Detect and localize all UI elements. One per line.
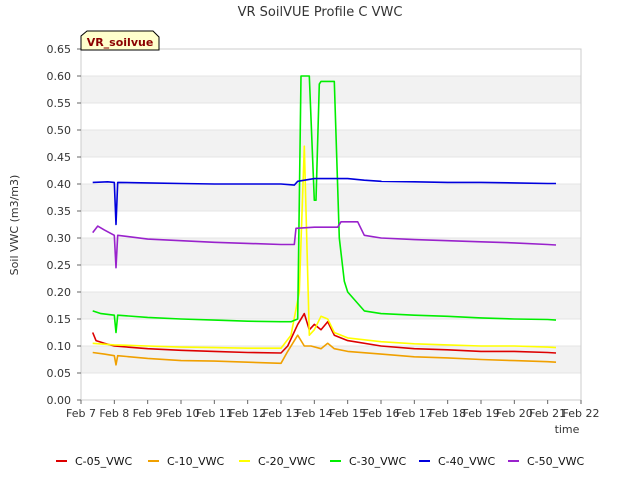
y-tick-label: 0.25 [47,259,72,272]
x-tick-label: Feb 19 [463,407,500,420]
legend-label: C-30_VWC [349,455,407,468]
y-tick-label: 0.65 [47,43,72,56]
x-tick-label: Feb 14 [296,407,333,420]
grid-band [81,292,581,319]
x-tick-label: Feb 13 [263,407,300,420]
plot-lines [91,75,557,366]
y-tick-label: 0.50 [47,124,72,137]
y-tick-label: 0.35 [47,205,72,218]
y-tick-label: 0.60 [47,70,72,83]
grid-bands [80,48,582,401]
series-line-c-40-vwc [92,177,556,226]
x-tick-label: Feb 22 [563,407,600,420]
series-line-c-30-vwc [92,75,557,334]
x-tick-label: Feb 11 [196,407,233,420]
legend-label: C-50_VWC [527,455,585,468]
grid-band [81,76,581,103]
x-tick-label: Feb 18 [429,407,466,420]
legend-label: C-40_VWC [438,455,496,468]
y-tick-label: 0.55 [47,97,72,110]
legend-item-c-20-vwc: C-20_VWC [239,455,316,468]
x-tick-label: Feb 8 [99,407,129,420]
legend-item-c-50-vwc: C-50_VWC [508,455,585,468]
legend-item-c-30-vwc: C-30_VWC [330,455,407,468]
series-line-c-20-vwc [92,145,557,350]
legend-label: C-10_VWC [167,455,225,468]
x-tick-label: Feb 17 [396,407,433,420]
x-tick-label: Feb 10 [163,407,200,420]
y-tick-label: 0.45 [47,151,72,164]
series-line-c-10-vwc [92,334,557,366]
x-tick-label: Feb 12 [229,407,266,420]
y-tick-label: 0.30 [47,232,72,245]
y-tick-label: 0.05 [47,367,72,380]
y-tick-label: 0.10 [47,340,72,353]
plot-area [81,49,581,400]
x-tick-label: Feb 21 [529,407,566,420]
legend-label: C-05_VWC [75,455,133,468]
x-tick-label: Feb 9 [133,407,163,420]
x-tick-label: Feb 20 [496,407,533,420]
legend-item-c-05-vwc: C-05_VWC [56,455,133,468]
x-axis-label: time [555,423,580,436]
grid-band [81,184,581,211]
chart-title: VR SoilVUE Profile C VWC [238,5,403,20]
x-tick-label: Feb 16 [363,407,400,420]
legend-label: C-20_VWC [258,455,316,468]
x-tick-label: Feb 7 [66,407,96,420]
badge: VR_soilvue [80,30,160,51]
grid-band [81,130,581,157]
y-axis-label: Soil VWC (m3/m3) [8,175,21,276]
y-tick-label: 0.20 [47,286,72,299]
plot-frame [80,48,582,401]
legend-item-c-10-vwc: C-10_VWC [148,455,225,468]
plot-background [81,49,581,400]
legend-item-c-40-vwc: C-40_VWC [419,455,496,468]
y-tick-label: 0.00 [47,394,72,407]
y-tick-label: 0.15 [47,313,72,326]
legend: C-05_VWC C-10_VWC C-20_VWC C-30_VWC C-40_VWC… [56,455,585,468]
series-line-c-50-vwc [92,221,557,269]
x-tick-label: Feb 15 [329,407,366,420]
badge-box [80,30,160,51]
y-axis: 0.00 0.05 0.10 0.15 0.20 0.25 0.30 0.35 0.40 0.45… [47,43,81,407]
y-tick-label: 0.40 [47,178,72,191]
badge-label: VR_soilvue [87,36,154,49]
